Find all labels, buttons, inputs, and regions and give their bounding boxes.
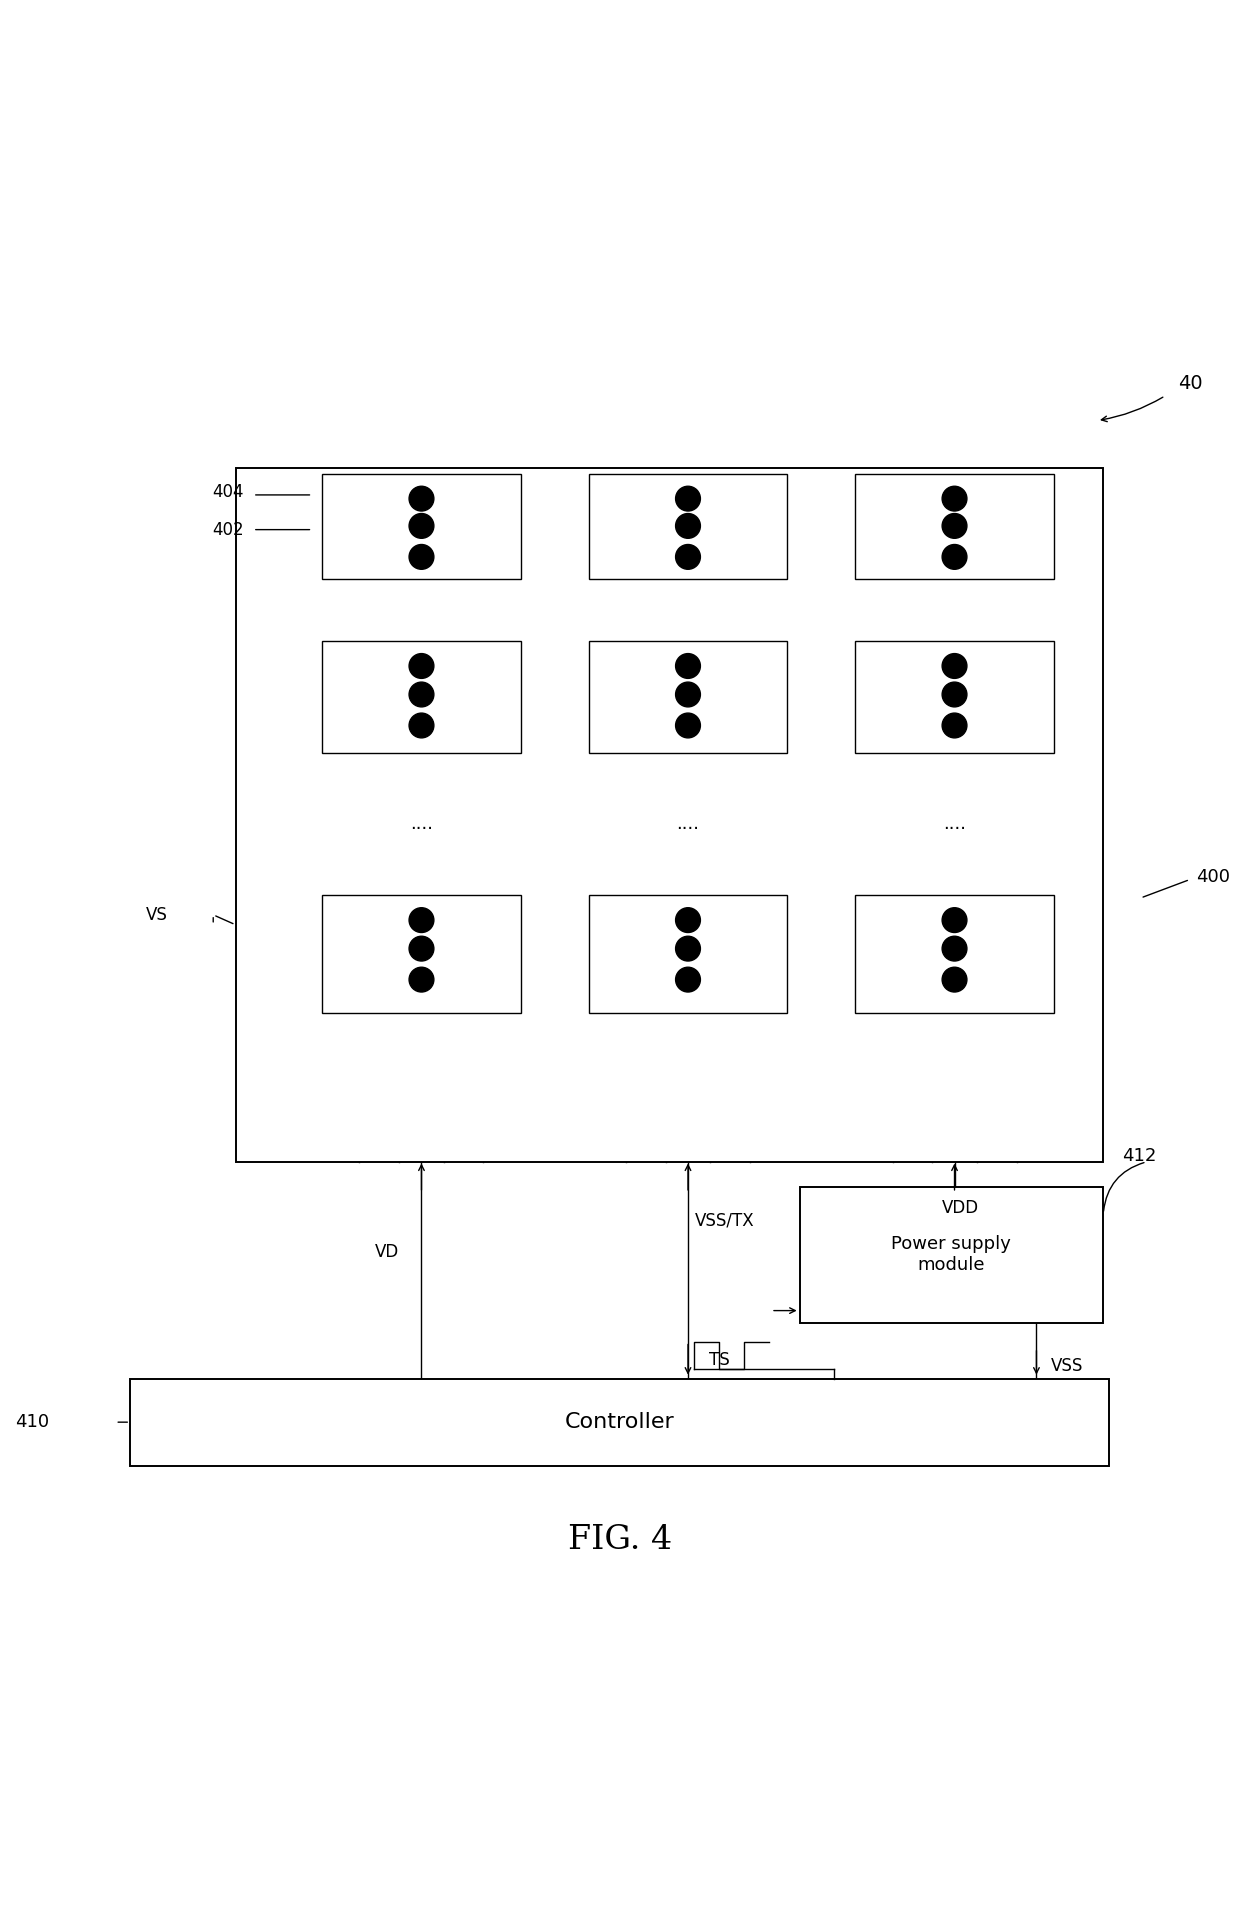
Circle shape: [942, 486, 967, 511]
Circle shape: [676, 713, 701, 738]
Bar: [589, 642, 787, 753]
Circle shape: [409, 908, 434, 933]
Text: VSS/TX: VSS/TX: [696, 1212, 755, 1229]
Text: 402: 402: [212, 520, 244, 540]
Text: 410: 410: [15, 1412, 50, 1432]
Bar: [130, 1380, 1110, 1466]
Text: VD: VD: [374, 1243, 399, 1260]
Circle shape: [942, 713, 967, 738]
Circle shape: [942, 967, 967, 992]
Text: Controller: Controller: [565, 1412, 675, 1432]
Bar: [322, 642, 521, 753]
Text: Power supply
module: Power supply module: [892, 1235, 1012, 1274]
Text: VS: VS: [145, 906, 167, 923]
Circle shape: [676, 908, 701, 933]
Text: VDD: VDD: [942, 1199, 980, 1218]
Circle shape: [409, 937, 434, 962]
Circle shape: [942, 653, 967, 678]
Bar: [322, 896, 521, 1014]
Circle shape: [409, 486, 434, 511]
Bar: [800, 1187, 1104, 1324]
Text: 404: 404: [213, 484, 244, 501]
Text: ....: ....: [942, 815, 966, 832]
Circle shape: [676, 967, 701, 992]
Circle shape: [676, 486, 701, 511]
Circle shape: [409, 682, 434, 707]
Bar: [856, 474, 1054, 580]
Bar: [322, 474, 521, 580]
Circle shape: [409, 513, 434, 538]
Circle shape: [676, 653, 701, 678]
Bar: [856, 642, 1054, 753]
Bar: [856, 896, 1054, 1014]
Circle shape: [942, 937, 967, 962]
Text: 40: 40: [1178, 374, 1203, 393]
Text: ....: ....: [410, 815, 433, 832]
Circle shape: [942, 908, 967, 933]
Circle shape: [409, 967, 434, 992]
Text: TS: TS: [708, 1351, 729, 1368]
Bar: [589, 474, 787, 580]
Text: 412: 412: [1122, 1147, 1156, 1164]
Circle shape: [942, 682, 967, 707]
Circle shape: [676, 545, 701, 568]
Text: FIG. 4: FIG. 4: [568, 1524, 672, 1555]
Text: VSS: VSS: [1052, 1357, 1084, 1376]
Bar: [236, 468, 1104, 1162]
Circle shape: [409, 713, 434, 738]
Text: 400: 400: [1197, 867, 1230, 886]
Circle shape: [676, 682, 701, 707]
Bar: [589, 896, 787, 1014]
Circle shape: [942, 513, 967, 538]
Circle shape: [676, 513, 701, 538]
Text: ....: ....: [677, 815, 699, 832]
Circle shape: [409, 653, 434, 678]
Circle shape: [942, 545, 967, 568]
Circle shape: [409, 545, 434, 568]
Circle shape: [676, 937, 701, 962]
